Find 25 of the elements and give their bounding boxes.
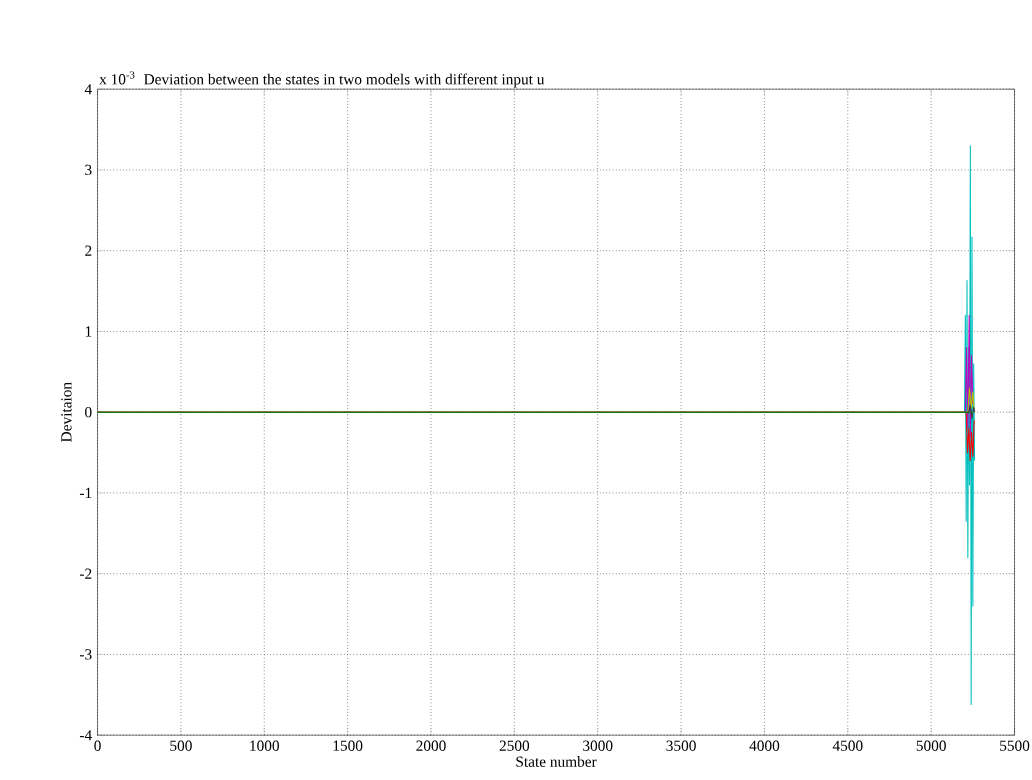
chart-title: Deviation between the states in two models with different input u [144,73,545,88]
y-tick-label: -2 [79,568,92,579]
x-tick-label: 1000 [250,740,280,751]
y-tick-label: -4 [79,730,92,741]
y-tick-label: 1 [85,326,92,337]
y-axis-title: Devitaion [61,382,72,442]
x-axis-title: State number [516,756,597,767]
y-tick-label: 0 [85,407,92,418]
x-tick-label: 0 [94,740,101,751]
y-tick-label: 2 [85,245,92,256]
x-tick-label: 5000 [916,740,946,751]
x-tick-label: 500 [170,740,192,751]
x-tick-label: 2000 [416,740,446,751]
x-tick-label: 3500 [666,740,696,751]
x-tick-label: 3000 [583,740,613,751]
x-tick-label: 4000 [749,740,780,751]
x-tick-label: 2500 [499,740,530,751]
x-tick-label: 4500 [832,740,863,751]
x-tick-label: 1500 [333,740,363,751]
y-tick-label: -1 [79,487,92,498]
text: x 10$^{-3}$ [99,71,135,85]
x-tick-label: 5500 [1000,740,1030,751]
y-tick-label: -3 [79,649,92,660]
y-tick-label: 4 [84,84,92,95]
y-tick-label: 3 [85,164,92,176]
